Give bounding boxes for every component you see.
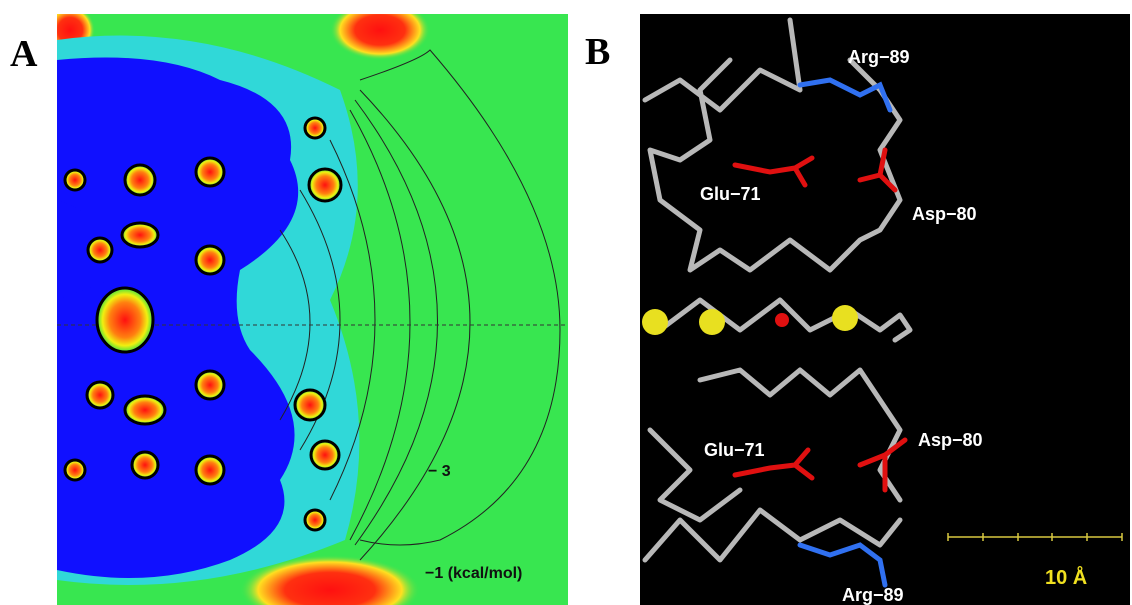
potential-map xyxy=(45,0,568,605)
contour-label: −1 (kcal/mol) xyxy=(425,565,522,582)
contour-label: − 3 xyxy=(428,463,451,480)
residue-label: Asp−80 xyxy=(912,204,977,224)
figure: A − 3 −1 (kcal/mol) B Arg−89 Glu−71 Asp−… xyxy=(0,0,1132,605)
residue-label: Glu−71 xyxy=(700,184,761,204)
residue-label: Arg−89 xyxy=(848,47,910,67)
panel-label: B xyxy=(585,31,610,73)
residue-label: Asp−80 xyxy=(918,430,983,450)
scale-bar-label: 10 Å xyxy=(1045,565,1087,589)
residue-label: Glu−71 xyxy=(704,440,765,460)
panel-label: A xyxy=(10,33,38,75)
residue-label: Arg−89 xyxy=(842,585,904,605)
